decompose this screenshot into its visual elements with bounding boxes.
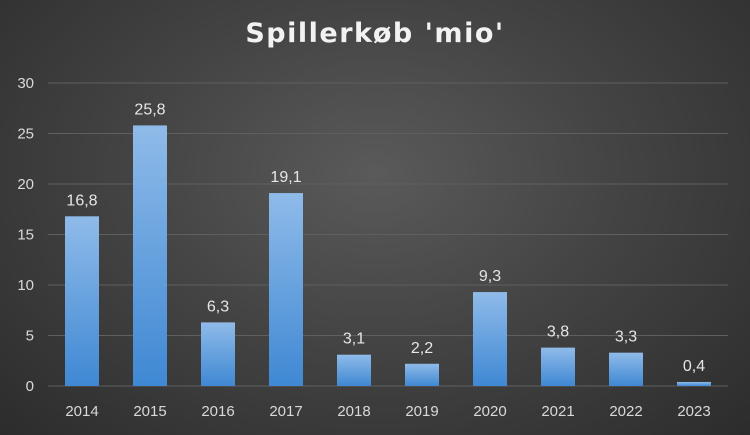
y-axis-ticks: 0 5 10 15 20 25 30 (17, 75, 34, 395)
data-label-2021: 3,8 (547, 324, 569, 341)
x-axis-ticks: 2014 2015 2016 2017 2018 2019 2020 2021 2022 2023 (65, 403, 710, 420)
bar-2014 (65, 216, 99, 386)
x-tick-label-2017: 2017 (269, 403, 302, 420)
data-labels: 16,8 25,8 6,3 19,1 3,1 2,2 9,3 3,8 3,3 0,4 (66, 101, 705, 375)
x-tick-label-2021: 2021 (541, 403, 574, 420)
data-label-2020: 9,3 (479, 268, 501, 285)
bar-2016 (201, 322, 235, 386)
y-tick-label: 30 (17, 75, 34, 92)
x-tick-label-2015: 2015 (133, 403, 166, 420)
y-tick-label: 15 (17, 227, 34, 244)
x-tick-label-2016: 2016 (201, 403, 234, 420)
chart-title: Spillerkøb 'mio' (245, 18, 505, 49)
bars (65, 125, 711, 387)
data-label-2014: 16,8 (66, 192, 97, 209)
data-label-2023: 0,4 (683, 358, 705, 375)
bar-2017 (269, 193, 303, 386)
data-label-2015: 25,8 (134, 101, 165, 118)
y-tick-label: 10 (17, 277, 34, 294)
x-tick-label-2022: 2022 (609, 403, 642, 420)
x-tick-label-2019: 2019 (405, 403, 438, 420)
data-label-2017: 19,1 (270, 169, 301, 186)
bar-2015 (133, 125, 167, 387)
bar-2018 (337, 354, 371, 386)
bar-2022 (609, 352, 643, 386)
x-tick-label-2020: 2020 (473, 403, 506, 420)
x-tick-label-2014: 2014 (65, 403, 98, 420)
x-tick-label-2023: 2023 (677, 403, 710, 420)
data-label-2016: 6,3 (207, 298, 229, 315)
bar-2023 (677, 381, 711, 386)
x-tick-label-2018: 2018 (337, 403, 370, 420)
y-tick-label: 20 (17, 176, 34, 193)
y-tick-label: 25 (17, 126, 34, 143)
y-tick-label: 5 (26, 328, 34, 345)
y-tick-label: 0 (26, 378, 34, 395)
bar-2019 (405, 363, 439, 386)
data-label-2019: 2,2 (411, 340, 433, 357)
bar-2020 (473, 292, 507, 386)
bar-2021 (541, 347, 575, 386)
data-label-2018: 3,1 (343, 331, 365, 348)
data-label-2022: 3,3 (615, 329, 637, 346)
